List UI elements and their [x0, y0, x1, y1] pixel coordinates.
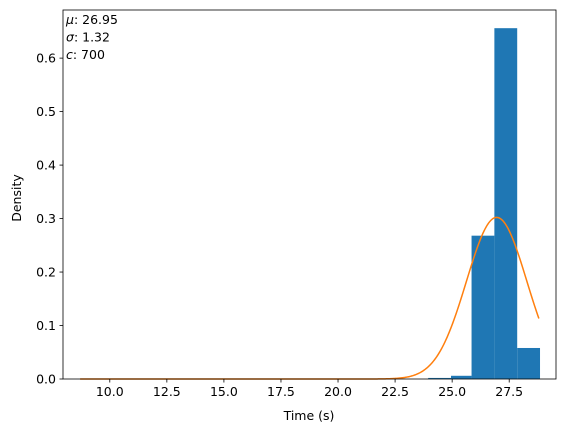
y-tick-label: 0.3: [36, 211, 56, 226]
y-tick-label: 0.0: [36, 372, 56, 387]
x-tick-label: 25.0: [438, 384, 466, 399]
bars-layer: [428, 28, 541, 379]
y-tick-label: 0.1: [36, 318, 56, 333]
x-tick-label: 27.5: [495, 384, 523, 399]
x-tick-label: 12.5: [153, 384, 181, 399]
stat-symbol: c: [66, 47, 73, 62]
x-tick-label: 10.0: [96, 384, 124, 399]
histogram-bar-4: [517, 347, 541, 379]
stat-value: : 700: [73, 47, 105, 62]
stat-line: σ: 1.32: [66, 30, 110, 45]
stats-box: μ: 26.95σ: 1.32c: 700: [65, 12, 118, 62]
stat-line: c: 700: [66, 47, 105, 62]
stat-line: μ: 26.95: [65, 12, 118, 27]
y-tick-label: 0.6: [36, 51, 56, 66]
x-tick-label: 15.0: [210, 384, 238, 399]
x-tick-label: 17.5: [267, 384, 295, 399]
histogram-bar-2: [471, 235, 495, 379]
stat-value: : 26.95: [74, 12, 118, 27]
x-tick-label: 20.0: [324, 384, 352, 399]
histogram-bar-3: [494, 28, 518, 379]
histogram-bar-0: [428, 377, 452, 379]
y-axis-label: Density: [9, 174, 24, 222]
y-tick-label: 0.2: [36, 265, 56, 280]
y-tick-label: 0.5: [36, 104, 56, 119]
ticks-layer: 10.0 12.5 15.0 17.5 20.0 22.5 25.0 27.5 0.0 0.1 0.…: [36, 51, 523, 399]
stat-symbol: σ: [66, 30, 75, 45]
x-tick-label: 22.5: [381, 384, 409, 399]
histogram-bar-1: [451, 375, 472, 379]
axes-layer: [62, 9, 557, 380]
plot-frame: [62, 9, 557, 380]
stat-symbol: μ: [65, 12, 74, 27]
y-tick-label: 0.4: [36, 158, 56, 173]
stat-value: : 1.32: [74, 30, 110, 45]
x-axis-label: Time (s): [283, 408, 335, 423]
